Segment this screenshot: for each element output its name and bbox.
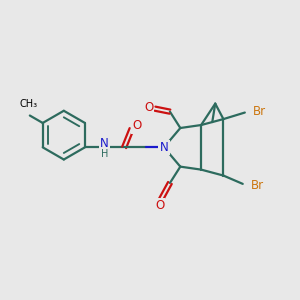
Text: N: N [100, 137, 109, 150]
Text: Br: Br [251, 179, 264, 192]
Text: Br: Br [253, 105, 266, 118]
Text: N: N [160, 141, 168, 154]
Text: O: O [132, 119, 142, 132]
Text: CH₃: CH₃ [19, 99, 38, 109]
Text: H: H [100, 149, 108, 159]
Text: O: O [144, 101, 153, 114]
Text: O: O [155, 200, 164, 212]
